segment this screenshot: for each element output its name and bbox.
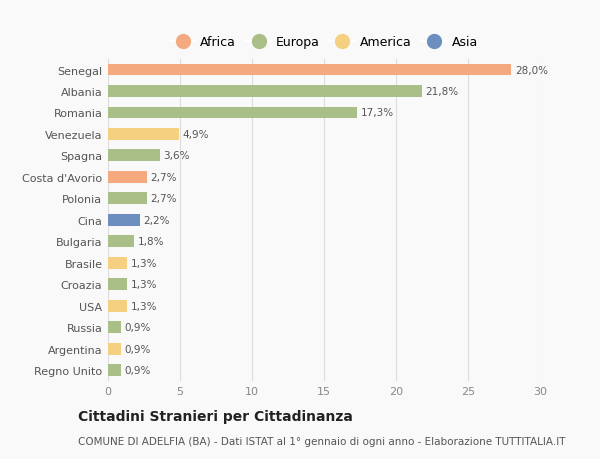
Bar [108,150,160,162]
Text: Cittadini Stranieri per Cittadinanza: Cittadini Stranieri per Cittadinanza [78,409,353,423]
Text: COMUNE DI ADELFIA (BA) - Dati ISTAT al 1° gennaio di ogni anno - Elaborazione TU: COMUNE DI ADELFIA (BA) - Dati ISTAT al 1… [78,437,566,446]
Text: 21,8%: 21,8% [425,87,458,97]
Text: 28,0%: 28,0% [515,65,548,75]
Bar [108,64,511,76]
Bar [108,193,147,205]
Text: 1,8%: 1,8% [137,237,164,247]
Bar [108,364,121,376]
Bar [108,172,147,183]
Text: 3,6%: 3,6% [163,151,190,161]
Bar [108,321,121,333]
Bar [108,214,140,226]
Text: 4,9%: 4,9% [182,129,209,140]
Text: 1,3%: 1,3% [130,280,157,290]
Bar [108,300,127,312]
Text: 1,3%: 1,3% [130,301,157,311]
Text: 0,9%: 0,9% [125,322,151,332]
Legend: Africa, Europa, America, Asia: Africa, Europa, America, Asia [167,34,481,52]
Bar [108,129,179,140]
Bar [108,107,357,119]
Bar [108,86,422,98]
Text: 2,7%: 2,7% [151,173,177,183]
Bar [108,343,121,355]
Bar [108,279,127,291]
Text: 2,7%: 2,7% [151,194,177,204]
Text: 2,2%: 2,2% [143,215,170,225]
Text: 1,3%: 1,3% [130,258,157,268]
Text: 0,9%: 0,9% [125,365,151,375]
Bar [108,257,127,269]
Bar [108,236,134,247]
Text: 17,3%: 17,3% [361,108,394,118]
Text: 0,9%: 0,9% [125,344,151,354]
